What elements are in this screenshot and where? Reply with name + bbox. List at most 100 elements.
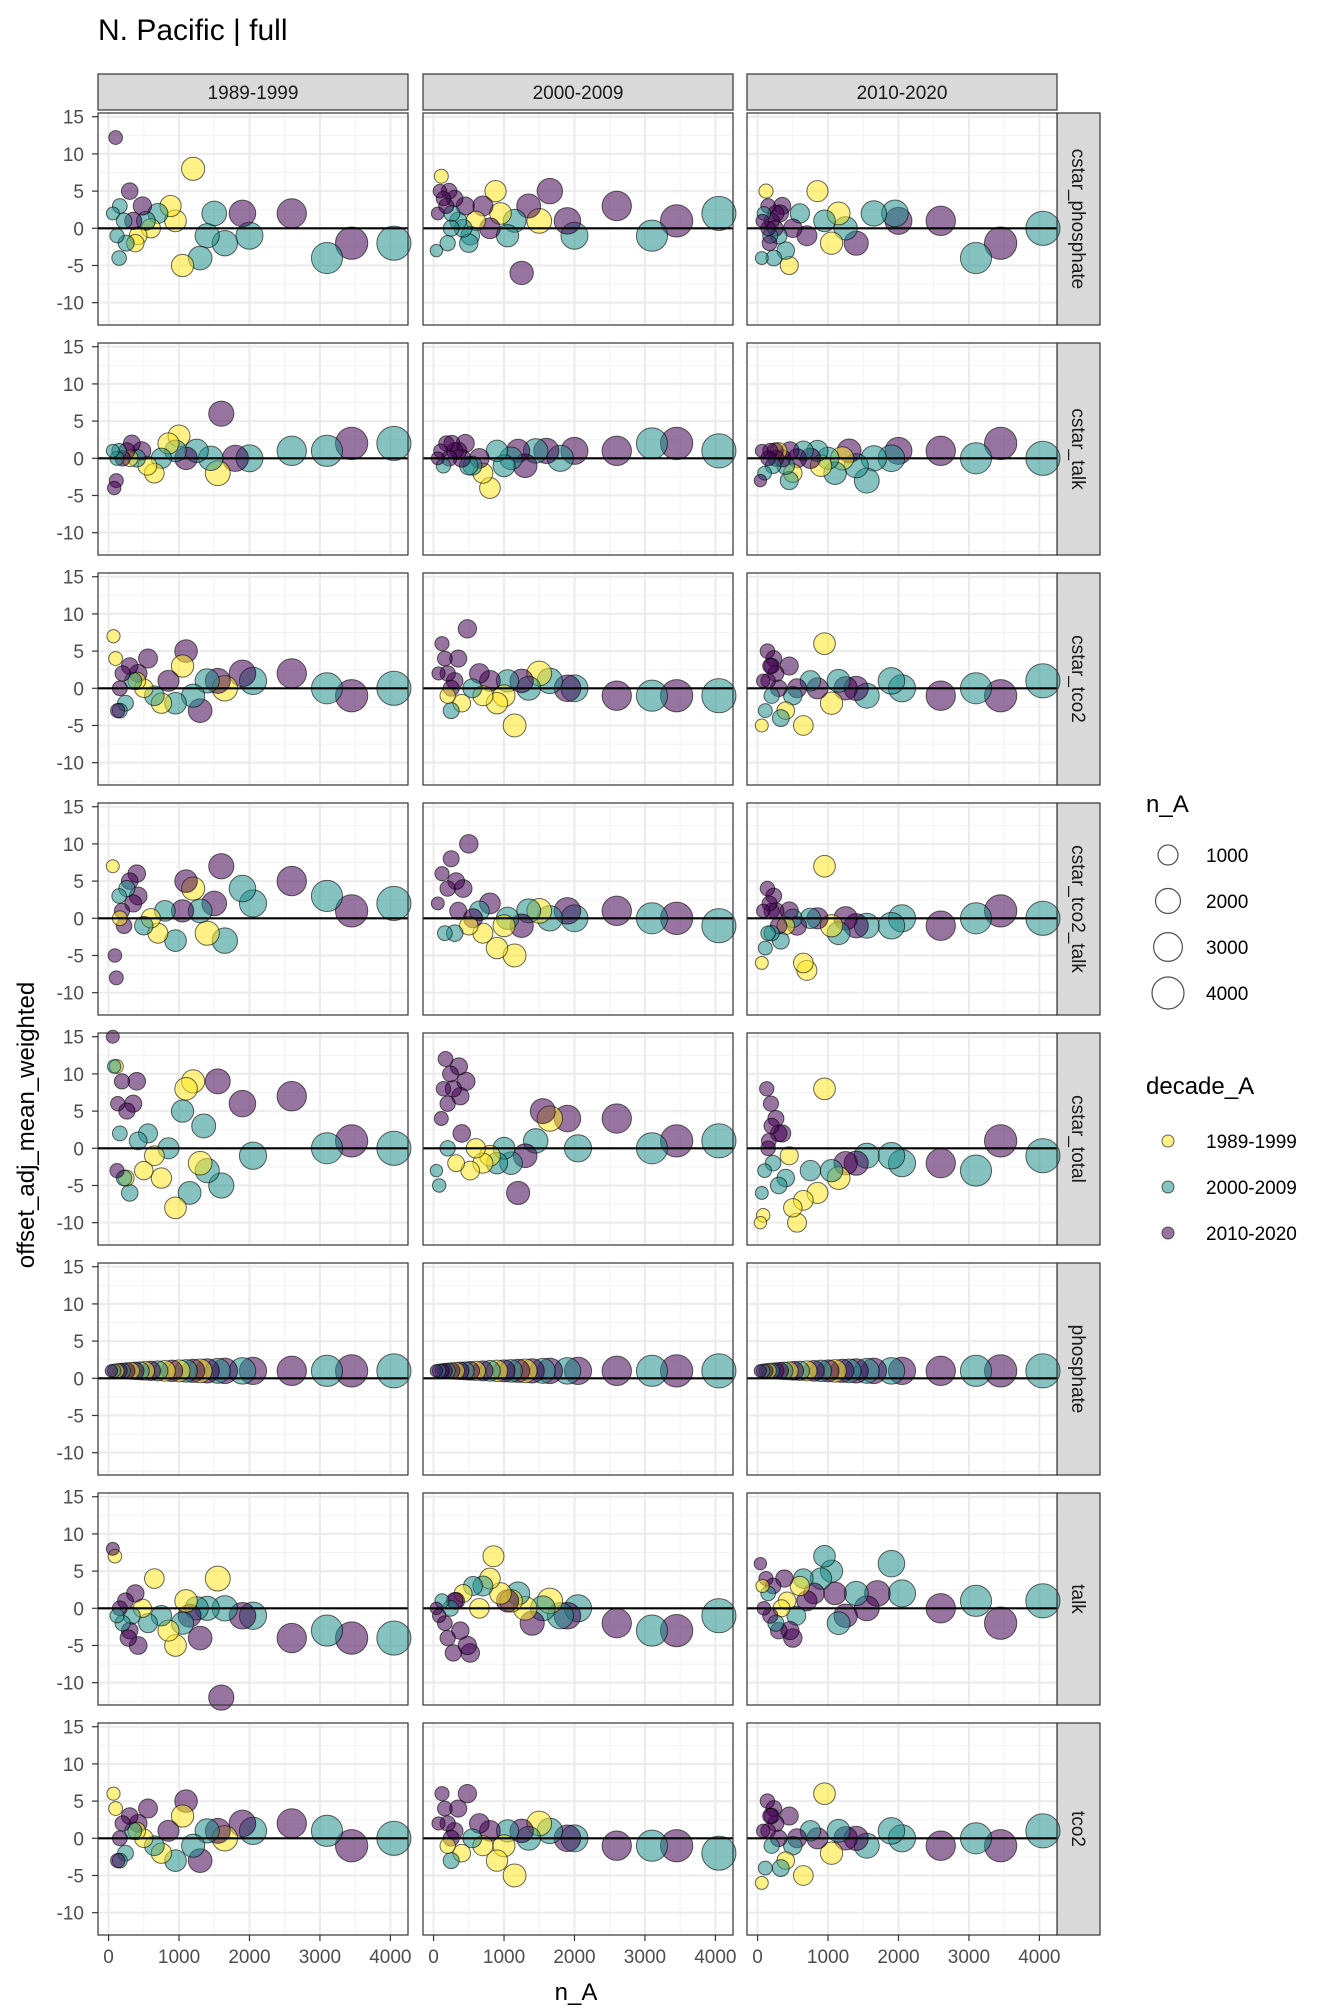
data-point: [109, 228, 125, 244]
data-point: [433, 1111, 449, 1127]
panel-border: [422, 112, 734, 326]
y-tick-label: -10: [57, 1674, 84, 1695]
panel-border: [746, 1262, 1058, 1476]
facet-panel: [422, 572, 737, 786]
facet-panel: [746, 1722, 1061, 1936]
data-point: [925, 1148, 956, 1179]
facet-panel: [97, 342, 412, 556]
y-tick-label: 15: [63, 1028, 84, 1049]
data-point: [430, 896, 445, 911]
data-point: [753, 473, 768, 488]
data-point: [701, 678, 737, 714]
data-point: [435, 1081, 452, 1097]
data-point: [431, 666, 446, 681]
color-legend-items: 1989-1999 2000-2009 2010-2020: [1161, 1132, 1297, 1245]
data-point: [759, 1081, 775, 1097]
data-point: [204, 1565, 231, 1592]
facet-panel: [97, 1492, 412, 1711]
data-point: [144, 1568, 165, 1589]
data-point: [754, 955, 769, 970]
panel-border: [746, 802, 1058, 1016]
data-point: [813, 632, 836, 656]
data-point: [536, 177, 564, 205]
data-point: [432, 1178, 447, 1193]
data-point: [793, 715, 814, 736]
data-point: [601, 1830, 632, 1861]
x-tick-label: 2000: [877, 1947, 919, 1968]
data-point: [701, 908, 737, 944]
row-strip-label: tco2: [1067, 1811, 1088, 1847]
data-point: [799, 1159, 822, 1182]
data-point: [754, 1875, 769, 1890]
data-point: [201, 200, 228, 227]
data-point: [771, 709, 790, 727]
y-tick-label: -5: [67, 1866, 84, 1887]
data-point: [434, 866, 450, 882]
y-tick-label: 0: [73, 219, 84, 240]
data-point: [601, 680, 632, 711]
facet-panel: [746, 802, 1061, 1016]
data-point: [191, 1113, 217, 1139]
panel-border: [97, 572, 409, 786]
size-legend-key: [1153, 932, 1183, 962]
panel-border: [746, 342, 1058, 556]
data-point: [761, 235, 778, 252]
x-tick-label: 4000: [694, 1947, 736, 1968]
data-point: [177, 1180, 202, 1205]
data-point: [819, 691, 844, 715]
data-point: [756, 903, 771, 919]
facet-panel: [746, 1492, 1061, 1706]
y-tick-label: 15: [63, 338, 84, 359]
data-point: [759, 880, 776, 897]
data-point: [444, 1644, 462, 1662]
panel-border: [97, 1722, 409, 1936]
y-tick-label: -10: [57, 1444, 84, 1465]
column-strip-label: 1989-1999: [208, 83, 299, 104]
data-point: [376, 1620, 412, 1656]
data-point: [310, 241, 344, 275]
data-point: [783, 1198, 803, 1218]
y-axis-title: offset_adj_mean_weighted: [13, 982, 40, 1268]
data-point: [429, 1364, 444, 1378]
data-point: [105, 443, 120, 458]
data-point: [107, 1059, 122, 1074]
row-strip: [1056, 112, 1101, 326]
data-point: [806, 180, 829, 203]
data-point: [107, 948, 123, 963]
data-point: [334, 226, 369, 260]
facet-panel: [97, 1722, 412, 1936]
data-point: [194, 920, 220, 946]
y-tick-label: 0: [73, 1139, 84, 1160]
data-point: [502, 1863, 527, 1888]
data-point: [826, 1611, 851, 1636]
data-point: [877, 911, 906, 940]
data-point: [114, 1815, 131, 1832]
y-tick-label: 15: [63, 1258, 84, 1279]
panel-border: [97, 1032, 409, 1246]
row-strip-label: phosphate: [1067, 1325, 1088, 1414]
data-point: [157, 1819, 180, 1842]
data-point: [164, 1196, 187, 1220]
data-point: [127, 1072, 147, 1091]
y-tick-label: 5: [73, 412, 84, 433]
y-tick-label: -5: [67, 256, 84, 277]
panel-border: [746, 112, 1058, 326]
data-point: [376, 225, 412, 261]
y-tick-label: 10: [63, 1755, 84, 1776]
data-point: [120, 182, 139, 200]
data-point: [376, 885, 412, 921]
data-point: [138, 1798, 159, 1819]
data-point: [457, 619, 478, 639]
x-tick-label: 1000: [483, 1947, 525, 1968]
data-point: [276, 865, 307, 897]
size-legend-items: 1000 2000 3000 4000: [1151, 844, 1248, 1010]
data-point: [757, 703, 773, 719]
data-point: [635, 1614, 669, 1647]
data-point: [1025, 1813, 1061, 1849]
data-point: [601, 190, 632, 222]
data-point: [194, 223, 220, 249]
data-point: [447, 1154, 466, 1173]
row-strip: [1056, 1262, 1101, 1476]
data-point: [601, 1103, 632, 1134]
data-point: [502, 713, 527, 738]
